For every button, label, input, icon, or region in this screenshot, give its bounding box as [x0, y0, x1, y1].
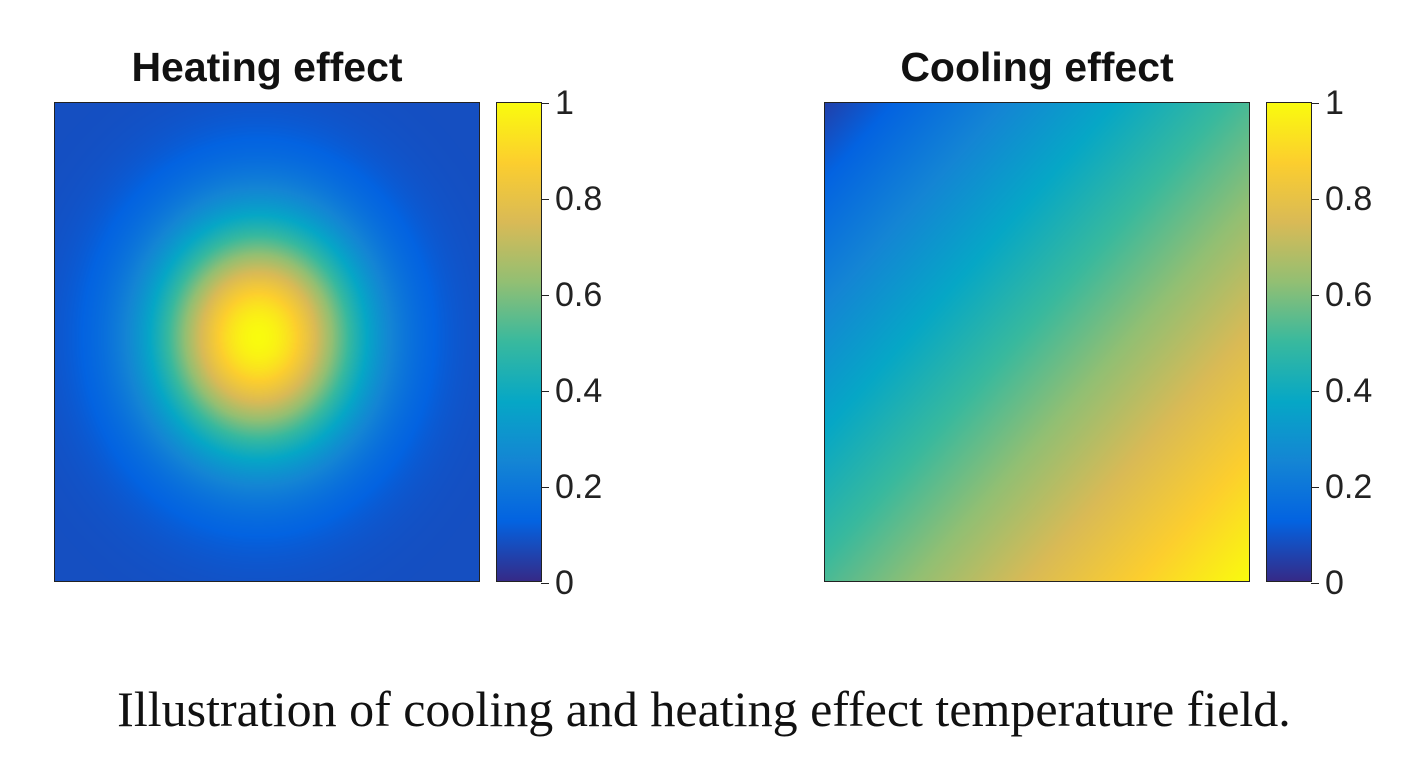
cooling-colorbar-tick	[1311, 103, 1319, 104]
heating-colorbar-tick-label: 0.2	[555, 468, 603, 506]
cooling-effect-colorbar: 0 0.2 0.4 0.6 0.8 1	[1266, 86, 1372, 600]
heating-colorbar-tick-label: 0.4	[555, 372, 603, 410]
cooling-colorbar-tick-label: 0.6	[1325, 276, 1373, 314]
heating-colorbar-tick-label: 1	[555, 84, 574, 122]
heating-effect-title: Heating effect	[131, 44, 403, 90]
cooling-effect-title: Cooling effect	[900, 44, 1174, 90]
heating-colorbar-tick	[541, 487, 549, 488]
heating-effect-heatmap	[54, 102, 480, 582]
cooling-colorbar-tick-label: 1	[1325, 84, 1344, 122]
cooling-colorbar-tick	[1311, 583, 1319, 584]
cooling-effect-heatmap	[824, 102, 1250, 582]
heating-colorbar-tick	[541, 103, 549, 104]
heating-colorbar-tick	[541, 391, 549, 392]
heating-colorbar-tick-label: 0	[555, 564, 574, 602]
heating-colorbar-gradient	[497, 103, 541, 581]
cooling-colorbar-tick-label: 0.4	[1325, 372, 1373, 410]
heating-colorbar-tick	[541, 199, 549, 200]
heating-effect-field	[55, 103, 479, 581]
cooling-colorbar-gradient	[1267, 103, 1311, 581]
cooling-effect-field	[825, 103, 1249, 581]
cooling-colorbar-tick	[1311, 391, 1319, 392]
heating-colorbar-tick	[541, 295, 549, 296]
cooling-colorbar-tick-label: 0.8	[1325, 180, 1373, 218]
heating-effect-colorbar: 0 0.2 0.4 0.6 0.8 1	[496, 86, 602, 600]
cooling-colorbar-tick	[1311, 487, 1319, 488]
figure-caption: Illustration of cooling and heating effe…	[117, 681, 1291, 737]
cooling-colorbar-tick	[1311, 295, 1319, 296]
heating-colorbar-tick-label: 0.8	[555, 180, 603, 218]
heating-colorbar-tick	[541, 583, 549, 584]
cooling-colorbar-tick	[1311, 199, 1319, 200]
cooling-colorbar-tick-label: 0	[1325, 564, 1344, 602]
cooling-colorbar-tick-label: 0.2	[1325, 468, 1373, 506]
heating-colorbar-tick-label: 0.6	[555, 276, 603, 314]
